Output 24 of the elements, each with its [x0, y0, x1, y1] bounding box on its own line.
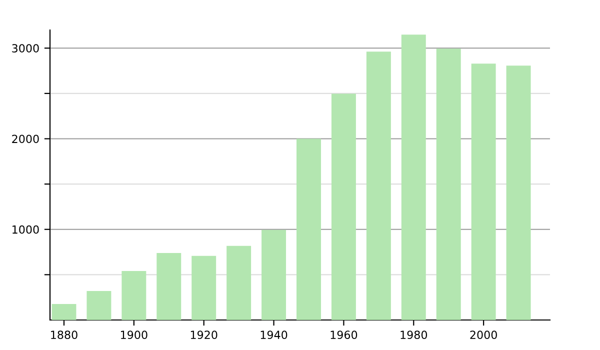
bar	[366, 52, 391, 320]
x-tick-label: 1980	[400, 330, 428, 340]
bar	[471, 64, 496, 320]
bar	[506, 66, 531, 320]
bar	[86, 291, 112, 320]
bar	[436, 48, 461, 320]
y-tick-label: 2000	[12, 134, 39, 144]
x-tick-label: 1940	[260, 330, 288, 340]
bar	[331, 94, 356, 320]
x-tick-label: 1920	[190, 330, 218, 340]
x-tick-label: 2000	[470, 330, 497, 340]
x-tick-label: 1880	[51, 330, 78, 340]
y-tick-label: 3000	[12, 44, 39, 53]
bar	[192, 256, 216, 320]
y-tick-label: 1000	[12, 225, 39, 234]
bar	[52, 304, 76, 320]
x-tick-label: 1960	[330, 330, 358, 340]
bar	[122, 270, 146, 320]
bar	[296, 138, 321, 320]
x-tick-label: 1900	[121, 330, 148, 340]
bar	[401, 34, 426, 320]
bar	[156, 252, 182, 320]
bar	[226, 246, 252, 320]
bar	[262, 230, 286, 320]
